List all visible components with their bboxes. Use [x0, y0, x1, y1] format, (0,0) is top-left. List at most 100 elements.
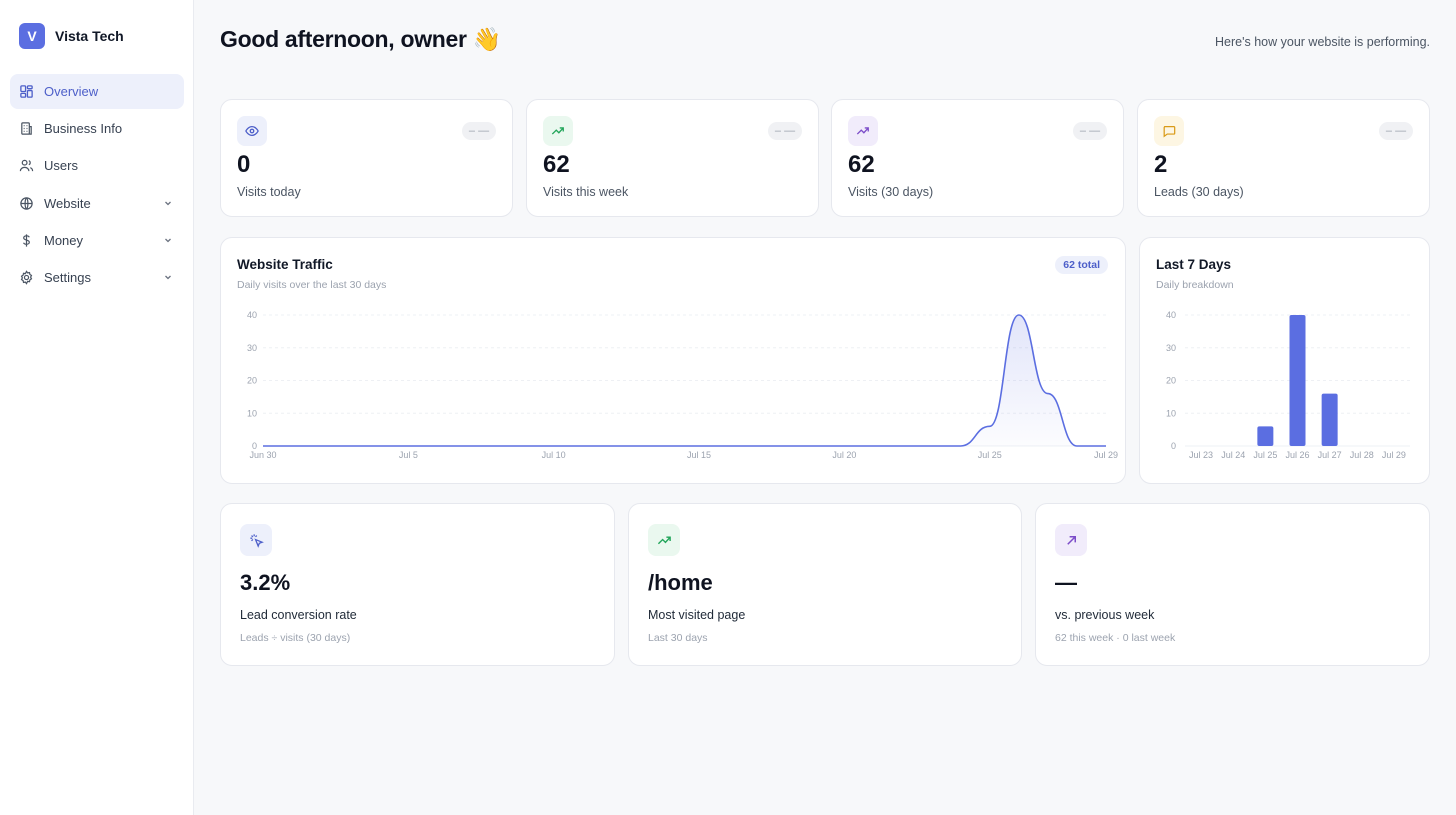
- stat-value: 62: [848, 151, 875, 178]
- sidebar-item-label: Money: [44, 232, 84, 248]
- y-tick-label: 40: [247, 310, 257, 320]
- trend-badge: – —: [1379, 122, 1413, 140]
- cursor-click-icon: [240, 524, 272, 556]
- page-title: Good afternoon, owner 👋: [220, 26, 502, 52]
- bar[interactable]: [1321, 393, 1338, 446]
- stat-label: Visits (30 days): [848, 185, 934, 199]
- trending-up-icon: [543, 116, 573, 146]
- metric-label: Lead conversion rate: [240, 608, 357, 622]
- chart-subtitle: Daily breakdown: [1156, 279, 1234, 291]
- y-tick-label: 30: [247, 343, 257, 353]
- x-tick-label: Jul 20: [832, 450, 856, 460]
- x-tick-label: Jun 30: [249, 450, 276, 460]
- metric-value: —: [1055, 570, 1077, 595]
- x-tick-label: Jul 29: [1094, 450, 1118, 460]
- metric-label: Most visited page: [648, 608, 746, 622]
- x-tick-label: Jul 25: [1253, 450, 1277, 460]
- x-tick-label: Jul 15: [687, 450, 711, 460]
- stat-label: Visits today: [237, 185, 301, 199]
- x-tick-label: Jul 28: [1350, 450, 1374, 460]
- trending-up-icon: [648, 524, 680, 556]
- sidebar-item-label: Settings: [44, 269, 91, 285]
- y-tick-label: 20: [247, 376, 257, 386]
- stat-card-visits-30-days: – — 62 Visits (30 days): [831, 99, 1124, 217]
- stat-value: 62: [543, 151, 570, 178]
- chevron-down-icon[interactable]: [163, 198, 173, 208]
- x-tick-label: Jul 24: [1221, 450, 1245, 460]
- metric-card-week-comparison: — vs. previous week 62 this week · 0 las…: [1035, 503, 1430, 666]
- metric-value: /home: [648, 570, 713, 595]
- brand[interactable]: V Vista Tech: [19, 23, 124, 49]
- chart-title: Website Traffic: [237, 257, 333, 272]
- traffic-chart: 0 10 20 30 40 Jun 30 Jul 5 Jul 10 Jul 15 Jul 20 Ju…: [247, 310, 1118, 460]
- trending-up-icon: [848, 116, 878, 146]
- trend-badge: – —: [462, 122, 496, 140]
- page-subtitle: Here's how your website is performing.: [1215, 35, 1430, 49]
- sidebar-item-label: Overview: [44, 84, 99, 99]
- stat-label: Visits this week: [543, 185, 629, 199]
- y-tick-label: 0: [252, 441, 257, 451]
- sidebar-item-overview[interactable]: Overview: [10, 74, 184, 109]
- users-icon: [19, 158, 34, 173]
- metric-card-conversion: 3.2% Lead conversion rate Leads ÷ visits…: [220, 503, 615, 666]
- sidebar-item-users[interactable]: Users: [10, 148, 184, 183]
- stat-value: 0: [237, 151, 251, 178]
- chevron-down-icon[interactable]: [163, 272, 173, 282]
- eye-icon: [237, 116, 267, 146]
- sidebar-item-business-info[interactable]: Business Info: [10, 111, 184, 146]
- grid-icon: [19, 84, 34, 99]
- x-tick-label: Jul 23: [1189, 450, 1213, 460]
- gear-icon: [19, 270, 34, 285]
- metric-subtitle: Last 30 days: [648, 632, 708, 644]
- total-badge: 62 total: [1055, 256, 1108, 274]
- chart-subtitle: Daily visits over the last 30 days: [237, 279, 387, 291]
- stat-card-visits-week: – — 62 Visits this week: [526, 99, 819, 217]
- series-line: [262, 314, 1106, 447]
- dollar-icon: [19, 233, 34, 248]
- sidebar-item-label: Website: [44, 195, 91, 211]
- sidebar-nav: Overview Business Info Users Website: [10, 74, 184, 297]
- y-tick-label: 40: [1166, 310, 1176, 320]
- message-icon: [1154, 116, 1184, 146]
- x-tick-label: Jul 29: [1382, 450, 1406, 460]
- metric-subtitle: 62 this week · 0 last week: [1055, 632, 1176, 644]
- metric-subtitle: Leads ÷ visits (30 days): [240, 632, 351, 644]
- building-icon: [19, 121, 34, 136]
- y-tick-label: 10: [247, 408, 257, 418]
- x-tick-label: Jul 5: [399, 450, 418, 460]
- brand-name: Vista Tech: [55, 28, 124, 44]
- last7-chart-card: Last 7 Days Daily breakdown 0 10 20 30 40 Jul…: [1139, 237, 1430, 484]
- sidebar-item-label: Users: [44, 158, 78, 174]
- series-area: [263, 315, 1106, 446]
- x-tick-label: Jul 25: [978, 450, 1002, 460]
- sidebar-item-settings[interactable]: Settings: [10, 260, 184, 295]
- y-tick-label: 30: [1166, 343, 1176, 353]
- traffic-chart-card: Website Traffic Daily visits over the la…: [220, 237, 1126, 484]
- last7-bar-chart: 0 10 20 30 40 Jul 23 Jul 24 Jul 25 Jul 26 Jul 27 J…: [1166, 310, 1410, 460]
- arrow-up-right-icon: [1055, 524, 1087, 556]
- stat-value: 2: [1154, 151, 1168, 178]
- x-tick-label: Jul 10: [542, 450, 566, 460]
- y-tick-label: 0: [1171, 441, 1176, 451]
- x-tick-label: Jul 26: [1285, 450, 1309, 460]
- stat-card-visits-today: – — 0 Visits today: [220, 99, 513, 217]
- bar[interactable]: [1257, 426, 1274, 446]
- chart-title: Last 7 Days: [1156, 257, 1232, 272]
- stat-card-leads: – — 2 Leads (30 days): [1137, 99, 1430, 217]
- y-tick-label: 10: [1166, 408, 1176, 418]
- sidebar-item-money[interactable]: Money: [10, 223, 184, 258]
- bar[interactable]: [1289, 315, 1306, 446]
- sidebar: V Vista Tech Overview Business Info User…: [0, 0, 194, 815]
- sidebar-item-label: Business Info: [44, 121, 123, 137]
- metric-label: vs. previous week: [1055, 608, 1155, 622]
- y-tick-label: 20: [1166, 376, 1176, 386]
- chevron-down-icon[interactable]: [163, 235, 173, 245]
- sidebar-item-website[interactable]: Website: [10, 186, 184, 221]
- metric-card-top-page: /home Most visited page Last 30 days: [628, 503, 1022, 666]
- x-tick-label: Jul 27: [1318, 450, 1342, 460]
- trend-badge: – —: [1073, 122, 1107, 140]
- brand-logo: V: [19, 23, 45, 49]
- metric-value: 3.2%: [240, 570, 291, 595]
- trend-badge: – —: [768, 122, 802, 140]
- stat-label: Leads (30 days): [1154, 185, 1244, 199]
